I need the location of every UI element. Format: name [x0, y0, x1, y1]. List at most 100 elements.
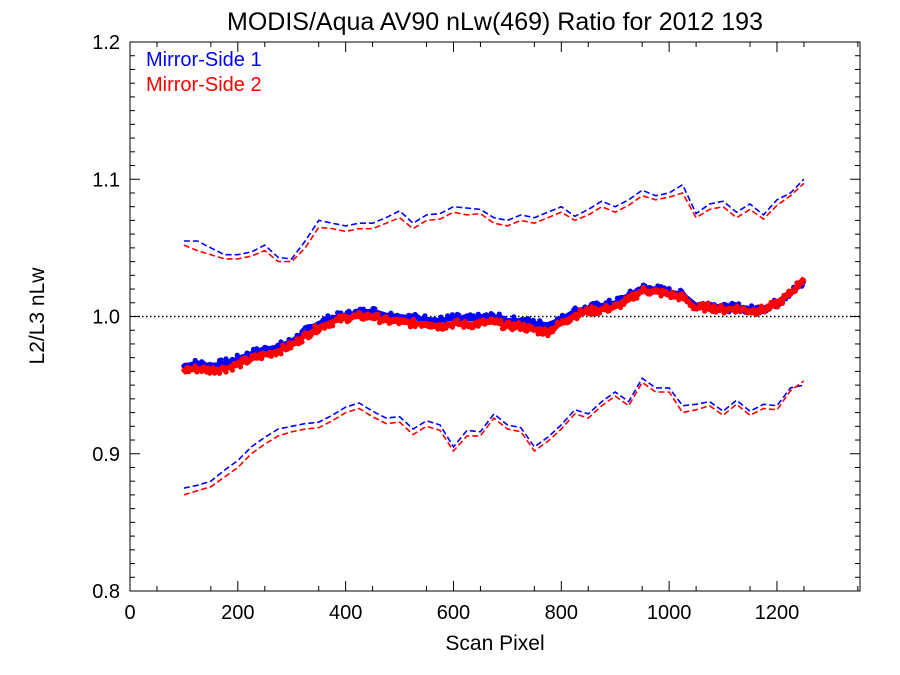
- x-tick-label: 400: [329, 602, 362, 624]
- mirror-side-2-point: [229, 367, 235, 373]
- mirror-side-2-point: [621, 301, 627, 307]
- mirror-side-2-point: [242, 355, 248, 361]
- mirror-side-2-point: [228, 363, 234, 369]
- x-tick-label: 600: [437, 602, 470, 624]
- y-tick-label: 0.8: [92, 581, 120, 603]
- y-tick-label: 1.1: [92, 169, 120, 191]
- mirror-side-1-point: [538, 320, 545, 327]
- mirror-side-1-point: [388, 310, 394, 316]
- mirror-side-2-point: [800, 277, 807, 283]
- mirror-side-2-point: [543, 327, 549, 333]
- mirror-side-1-lower-envelope: [183, 377, 805, 489]
- mirror-side-2-point: [592, 305, 598, 311]
- mirror-side-2-point: [299, 339, 305, 345]
- x-tick-label: 800: [545, 602, 578, 624]
- mirror-side-2-point: [577, 307, 583, 313]
- mirror-side-2-point: [758, 303, 764, 309]
- y-axis-label: L2/L3 nLw: [26, 267, 49, 365]
- mirror-side-1-point: [223, 356, 229, 362]
- mirror-side-2-point: [792, 288, 798, 294]
- mirror-side-2-point: [343, 313, 349, 319]
- mirror-side-2-point: [436, 321, 443, 328]
- mirror-side-2-point: [676, 297, 682, 303]
- legend: Mirror-Side 1 Mirror-Side 2: [146, 49, 262, 96]
- mirror-side-2-point: [686, 298, 692, 304]
- mirror-side-2-point: [682, 294, 688, 300]
- mirror-side-2-point: [223, 369, 229, 375]
- mirror-side-2-point: [537, 326, 543, 332]
- mirror-side-2-point: [330, 323, 336, 329]
- mirror-side-1-point: [234, 352, 240, 358]
- mirror-side-1-point: [218, 357, 224, 363]
- mirror-side-2-point: [603, 302, 609, 308]
- y-tick-label: 1.0: [92, 307, 120, 329]
- mirror-side-2-point: [449, 324, 455, 330]
- mirror-side-2-point: [679, 291, 685, 297]
- mirror-side-2-point: [475, 323, 481, 329]
- mirror-side-2-point: [216, 370, 223, 376]
- mirror-side-2-point: [470, 324, 476, 330]
- mirror-side-2-point: [454, 317, 460, 323]
- mirror-side-1-point: [346, 308, 352, 314]
- mirror-side-1-point: [360, 306, 366, 312]
- mirror-side-2-lower-envelope: [183, 380, 805, 496]
- mirror-side-2-mean-points: [181, 277, 807, 376]
- mirror-side-2-point: [259, 356, 265, 362]
- mirror-side-2-point: [498, 317, 504, 323]
- mirror-side-2-point: [304, 330, 310, 337]
- x-tick-label: 1200: [755, 602, 800, 624]
- mirror-side-2-point: [711, 302, 718, 309]
- x-tick-label: 0: [124, 602, 135, 624]
- mirror-side-2-point: [338, 318, 344, 324]
- mirror-side-1-point: [530, 317, 536, 323]
- mirror-side-2-point: [501, 325, 507, 331]
- mirror-side-2-point: [584, 305, 590, 311]
- mirror-side-2-point: [702, 308, 708, 314]
- x-axis-label: Scan Pixel: [445, 632, 544, 655]
- mirror-side-2-point: [597, 310, 603, 316]
- chart-title: MODIS/Aqua AV90 nLw(469) Ratio for 2012 …: [227, 8, 763, 36]
- mirror-side-2-point: [372, 316, 378, 322]
- mirror-side-2-point: [357, 310, 363, 316]
- x-tick-label: 1000: [647, 602, 692, 624]
- mirror-side-1-point: [606, 297, 612, 303]
- mirror-side-1-upper-envelope: [183, 178, 805, 260]
- legend-entry: Mirror-Side 2: [146, 74, 262, 96]
- x-tick-label: 200: [221, 602, 254, 624]
- mirror-side-2-point: [774, 304, 781, 310]
- mirror-side-2-point: [524, 328, 530, 334]
- mirror-side-1-point: [325, 313, 331, 319]
- axes: 0 200 400 600 800 1000 1200 0.8 0.9 1.0 1.1 1.2: [92, 32, 860, 624]
- mirror-side-2-point: [385, 316, 391, 322]
- mirror-side-2-point: [199, 368, 205, 374]
- y-tick-label: 1.2: [92, 32, 120, 54]
- mirror-side-2-point: [288, 345, 294, 351]
- mirror-side-1-point: [372, 306, 378, 312]
- mirror-side-2-point: [732, 309, 739, 315]
- mirror-side-2-point: [375, 311, 381, 317]
- mirror-side-2-point: [719, 304, 726, 310]
- mirror-side-2-point: [407, 324, 413, 330]
- mirror-side-2-point: [411, 316, 417, 322]
- mirror-side-2-point: [506, 319, 512, 325]
- mirror-side-2-point: [553, 324, 559, 330]
- mirror-side-2-upper-envelope: [183, 182, 805, 263]
- mirror-side-1-point: [456, 312, 462, 318]
- mirror-side-2-point: [396, 321, 402, 327]
- mirror-side-2-point: [716, 308, 722, 314]
- mirror-side-2-point: [779, 300, 786, 306]
- mirror-side-2-point: [278, 351, 284, 357]
- mirror-side-2-point: [540, 331, 546, 337]
- mirror-side-2-point: [618, 304, 624, 311]
- legend-entry: Mirror-Side 1: [146, 49, 262, 71]
- mirror-side-2-point: [521, 321, 527, 328]
- mirror-side-2-point: [294, 336, 300, 342]
- mirror-side-1-point: [490, 312, 496, 318]
- mirror-side-2-point: [516, 320, 522, 326]
- mirror-side-2-point: [770, 303, 776, 309]
- mirror-side-2-point: [766, 306, 773, 312]
- mirror-side-2-point: [705, 300, 711, 306]
- mirror-side-2-point: [237, 364, 244, 370]
- plot-area: [130, 178, 860, 496]
